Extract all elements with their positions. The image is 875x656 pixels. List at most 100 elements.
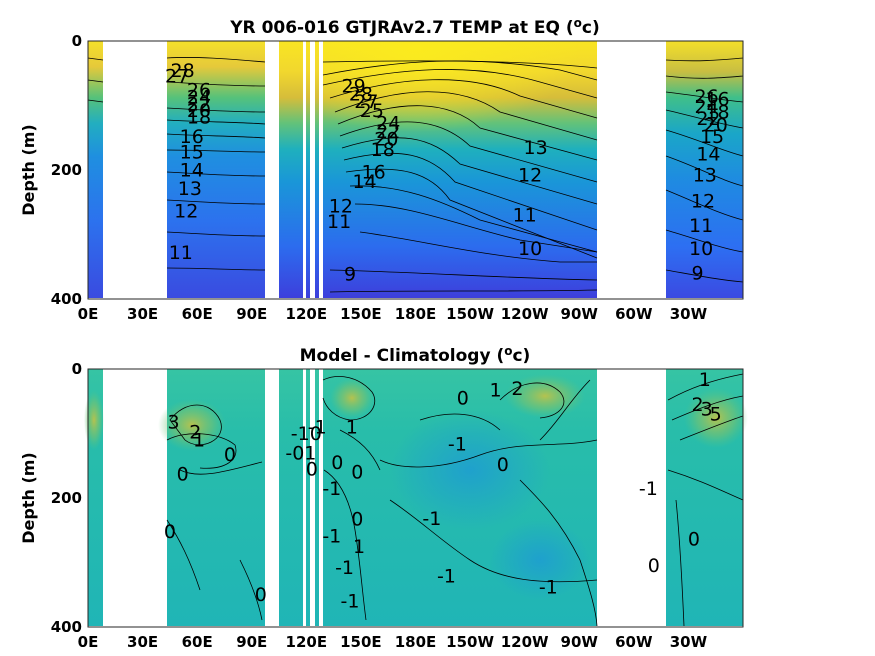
- x-tick-label-bottom: 90E: [236, 633, 267, 651]
- contour-label: 9: [691, 263, 703, 285]
- contour-label: 13: [178, 178, 202, 200]
- x-tick-label-top: 30E: [127, 305, 158, 323]
- contour-label: 3: [701, 398, 713, 420]
- x-tick-label-bottom: 90W: [561, 633, 599, 651]
- y-tick-label-top: 200: [51, 161, 82, 179]
- contour-lines-top: [87, 57, 744, 293]
- contour-label: 15: [180, 141, 204, 163]
- contour-label: 26: [695, 86, 719, 108]
- axes-frame-bottom: [87, 368, 744, 628]
- contour-label: 5: [710, 404, 722, 426]
- contour-label: 14: [696, 143, 720, 165]
- field-top-strip-b: [315, 41, 319, 298]
- contour-label: 1: [490, 380, 502, 402]
- contour-label: 11: [513, 205, 537, 227]
- contour-label: 12: [691, 190, 715, 212]
- contour-label: 0: [497, 454, 509, 476]
- field-top-west: [88, 41, 103, 298]
- x-tick-label-top: 120W: [501, 305, 549, 323]
- contour-label: 22: [696, 108, 720, 130]
- field-bot-strip-b: [315, 369, 319, 626]
- y-tick-label-bottom: 200: [51, 489, 82, 507]
- panel-top: 2827262422201816151413121129282725242220…: [19, 16, 744, 323]
- x-tick-label-top: 180E: [395, 305, 437, 323]
- x-tick-label-bottom: 30W: [670, 633, 708, 651]
- x-tick-label-top: 0E: [78, 305, 99, 323]
- y-tick-label-bottom: 0: [72, 360, 82, 378]
- x-tick-label-bottom: 0E: [78, 633, 99, 651]
- contour-label: 18: [187, 107, 211, 129]
- field-top-indian: [167, 41, 265, 298]
- contour-label: -1: [322, 526, 341, 548]
- title-bottom-superscript: o: [504, 344, 512, 358]
- x-tick-label-top: 150W: [446, 305, 494, 323]
- anomaly-cold-central: [390, 410, 550, 530]
- contour-label: 13: [523, 137, 547, 159]
- contour-label: 20: [187, 100, 211, 122]
- y-tick-labels-bottom: 0 200 400: [51, 360, 82, 636]
- contour-labels-top: 2827262422201816151413121129282725242220…: [165, 60, 730, 285]
- x-tick-label-bottom: 150W: [446, 633, 494, 651]
- contour-label: 0: [688, 529, 700, 551]
- contour-label: 25: [360, 100, 384, 122]
- title-bottom-prefix: Model - Climatology (: [300, 346, 505, 366]
- contour-label: 14: [352, 171, 376, 193]
- contour-label: 0: [306, 458, 318, 480]
- contour-label: 1: [353, 536, 365, 558]
- contour-label: -1: [539, 576, 558, 598]
- x-tick-labels-bottom: 0E 30E 60E 90E 120E 150E 180E 150W 120W 90W 60W 30W: [78, 633, 708, 651]
- contour-label: 3: [167, 411, 179, 433]
- contour-label: 11: [169, 242, 193, 264]
- contour-label: -1: [335, 557, 354, 579]
- x-tick-labels-top: 0E 30E 60E 90E 120E 150E 180E 150W 120W 90W 60W 30W: [78, 305, 708, 323]
- contour-label: -1: [322, 478, 341, 500]
- contour-label: 12: [329, 196, 353, 218]
- contour-label: 0: [255, 584, 267, 606]
- field-top-maritime: [279, 41, 303, 298]
- contour-label: 20: [704, 114, 728, 136]
- contour-label: -10: [291, 423, 322, 445]
- title-top-suffix: c): [582, 18, 600, 38]
- contour-label: -1: [308, 417, 327, 439]
- x-tick-label-bottom: 150E: [340, 633, 382, 651]
- contour-label: 12: [174, 201, 198, 223]
- x-tick-label-top: 90W: [561, 305, 599, 323]
- contour-label: 26: [187, 79, 211, 101]
- x-tick-label-bottom: 180E: [395, 633, 437, 651]
- title-top-superscript: o: [574, 16, 582, 30]
- contour-label: 0: [351, 509, 363, 531]
- contour-label: 0: [164, 521, 176, 543]
- x-tick-label-top: 90E: [236, 305, 267, 323]
- anomaly-warm-pacific-west: [330, 378, 374, 418]
- contour-label: -1: [639, 478, 658, 500]
- contour-label: 16: [180, 126, 204, 148]
- contour-label: 0: [177, 464, 189, 486]
- contour-label: 24: [695, 96, 719, 118]
- field-bot-maritime: [279, 369, 303, 626]
- x-tick-label-top: 30W: [670, 305, 708, 323]
- x-tick-label-bottom: 120E: [286, 633, 328, 651]
- contour-label: 2: [691, 394, 703, 416]
- title-bottom-suffix: c): [512, 346, 530, 366]
- contour-label: 0: [224, 444, 236, 466]
- panel-title-top: YR 006-016 GTJRAv2.7 TEMP at EQ (oc): [229, 16, 599, 38]
- x-tick-label-top: 60E: [182, 305, 213, 323]
- title-top-prefix: YR 006-016 GTJRAv2.7 TEMP at EQ (: [229, 18, 573, 38]
- y-tick-label-bottom: 400: [51, 618, 82, 636]
- contour-label: -1: [422, 508, 441, 530]
- contour-label: 0: [351, 462, 363, 484]
- contour-label: 1: [699, 369, 711, 391]
- x-tick-label-bottom: 60W: [615, 633, 653, 651]
- contour-label: 10: [518, 238, 542, 260]
- panel-title-bottom: Model - Climatology (oc): [300, 344, 531, 366]
- field-top-atlantic: [666, 41, 743, 298]
- contour-label: -01: [285, 442, 316, 464]
- contour-label: 1: [193, 429, 205, 451]
- contour-label: 28: [349, 83, 373, 105]
- contour-label: 2: [189, 422, 201, 444]
- y-tick-labels-top: 0 200 400: [51, 32, 82, 308]
- contour-label: 29: [342, 76, 366, 98]
